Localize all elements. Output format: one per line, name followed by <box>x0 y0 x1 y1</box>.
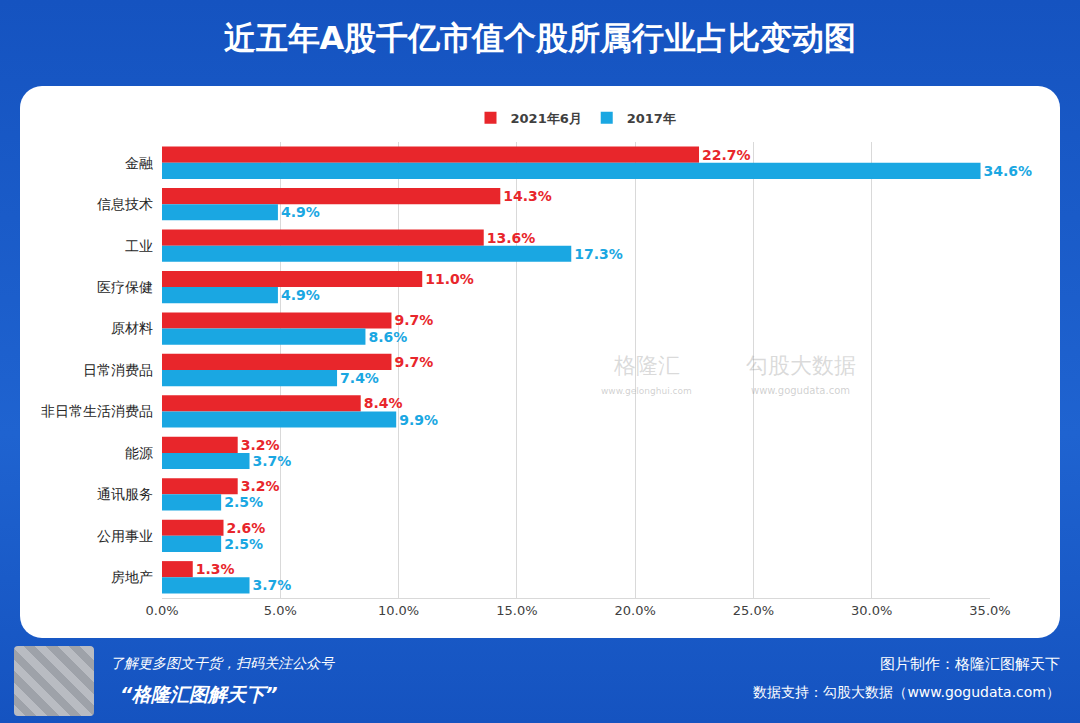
svg-text:3.7%: 3.7% <box>253 453 292 469</box>
svg-text:2021年6月: 2021年6月 <box>511 111 582 126</box>
svg-text:房地产: 房地产 <box>111 569 153 585</box>
svg-text:格隆汇: 格隆汇 <box>613 353 680 378</box>
html-text:了解更多图文干货，扫码关注公众号: 了解更多图文干货，扫码关注公众号 <box>110 655 334 671</box>
svg-text:2.5%: 2.5% <box>224 536 263 552</box>
svg-text:11.0%: 11.0% <box>425 271 474 287</box>
svg-text:公用事业: 公用事业 <box>97 528 153 544</box>
svg-text:8.4%: 8.4% <box>364 395 403 411</box>
svg-text:22.7%: 22.7% <box>702 147 751 163</box>
html-text:图片制作：格隆汇图解天下: 图片制作：格隆汇图解天下 <box>880 655 1060 673</box>
svg-text:信息技术: 信息技术 <box>97 196 153 212</box>
svg-text:9.7%: 9.7% <box>394 354 433 370</box>
svg-text:3.2%: 3.2% <box>241 437 280 453</box>
svg-text:1.3%: 1.3% <box>196 561 235 577</box>
svg-text:25.0%: 25.0% <box>733 603 774 618</box>
svg-text:2017年: 2017年 <box>627 111 676 126</box>
svg-text:8.6%: 8.6% <box>368 329 407 345</box>
svg-text:www.gelonghui.com: www.gelonghui.com <box>601 386 692 396</box>
svg-text:勾股大数据: 勾股大数据 <box>746 353 856 378</box>
svg-text:3.7%: 3.7% <box>253 577 292 593</box>
svg-text:15.0%: 15.0% <box>496 603 537 618</box>
svg-text:非日常生活消费品: 非日常生活消费品 <box>41 403 153 419</box>
svg-text:www.gogudata.com: www.gogudata.com <box>751 385 850 396</box>
svg-text:工业: 工业 <box>125 238 153 254</box>
svg-text:原材料: 原材料 <box>111 320 153 336</box>
html-text:“格隆汇图解天下”: “格隆汇图解天下” <box>120 683 278 705</box>
svg-text:3.2%: 3.2% <box>241 478 280 494</box>
svg-text:9.7%: 9.7% <box>394 312 433 328</box>
svg-text:7.4%: 7.4% <box>340 370 379 386</box>
svg-text:10.0%: 10.0% <box>378 603 419 618</box>
svg-text:能源: 能源 <box>125 445 153 461</box>
svg-text:医疗保健: 医疗保健 <box>97 279 153 295</box>
svg-text:13.6%: 13.6% <box>487 230 536 246</box>
svg-text:2.5%: 2.5% <box>224 494 263 510</box>
svg-text:金融: 金融 <box>125 155 153 171</box>
html-text:近五年A股千亿市值个股所属行业占比变动图: 近五年A股千亿市值个股所属行业占比变动图 <box>223 19 857 57</box>
html-text:数据支持：勾股大数据（www.gogudata.com）: 数据支持：勾股大数据（www.gogudata.com） <box>753 684 1060 700</box>
svg-text:9.9%: 9.9% <box>399 412 438 428</box>
svg-text:4.9%: 4.9% <box>281 204 320 220</box>
svg-text:35.0%: 35.0% <box>969 603 1010 618</box>
svg-text:0.0%: 0.0% <box>145 603 178 618</box>
svg-text:17.3%: 17.3% <box>574 246 623 262</box>
svg-text:日常消费品: 日常消费品 <box>83 362 153 378</box>
svg-text:通讯服务: 通讯服务 <box>97 486 153 502</box>
svg-text:34.6%: 34.6% <box>984 163 1033 179</box>
svg-text:5.0%: 5.0% <box>264 603 297 618</box>
svg-text:2.6%: 2.6% <box>227 520 266 536</box>
svg-text:30.0%: 30.0% <box>851 603 892 618</box>
svg-text:20.0%: 20.0% <box>614 603 655 618</box>
svg-text:14.3%: 14.3% <box>503 188 552 204</box>
svg-text:4.9%: 4.9% <box>281 287 320 303</box>
